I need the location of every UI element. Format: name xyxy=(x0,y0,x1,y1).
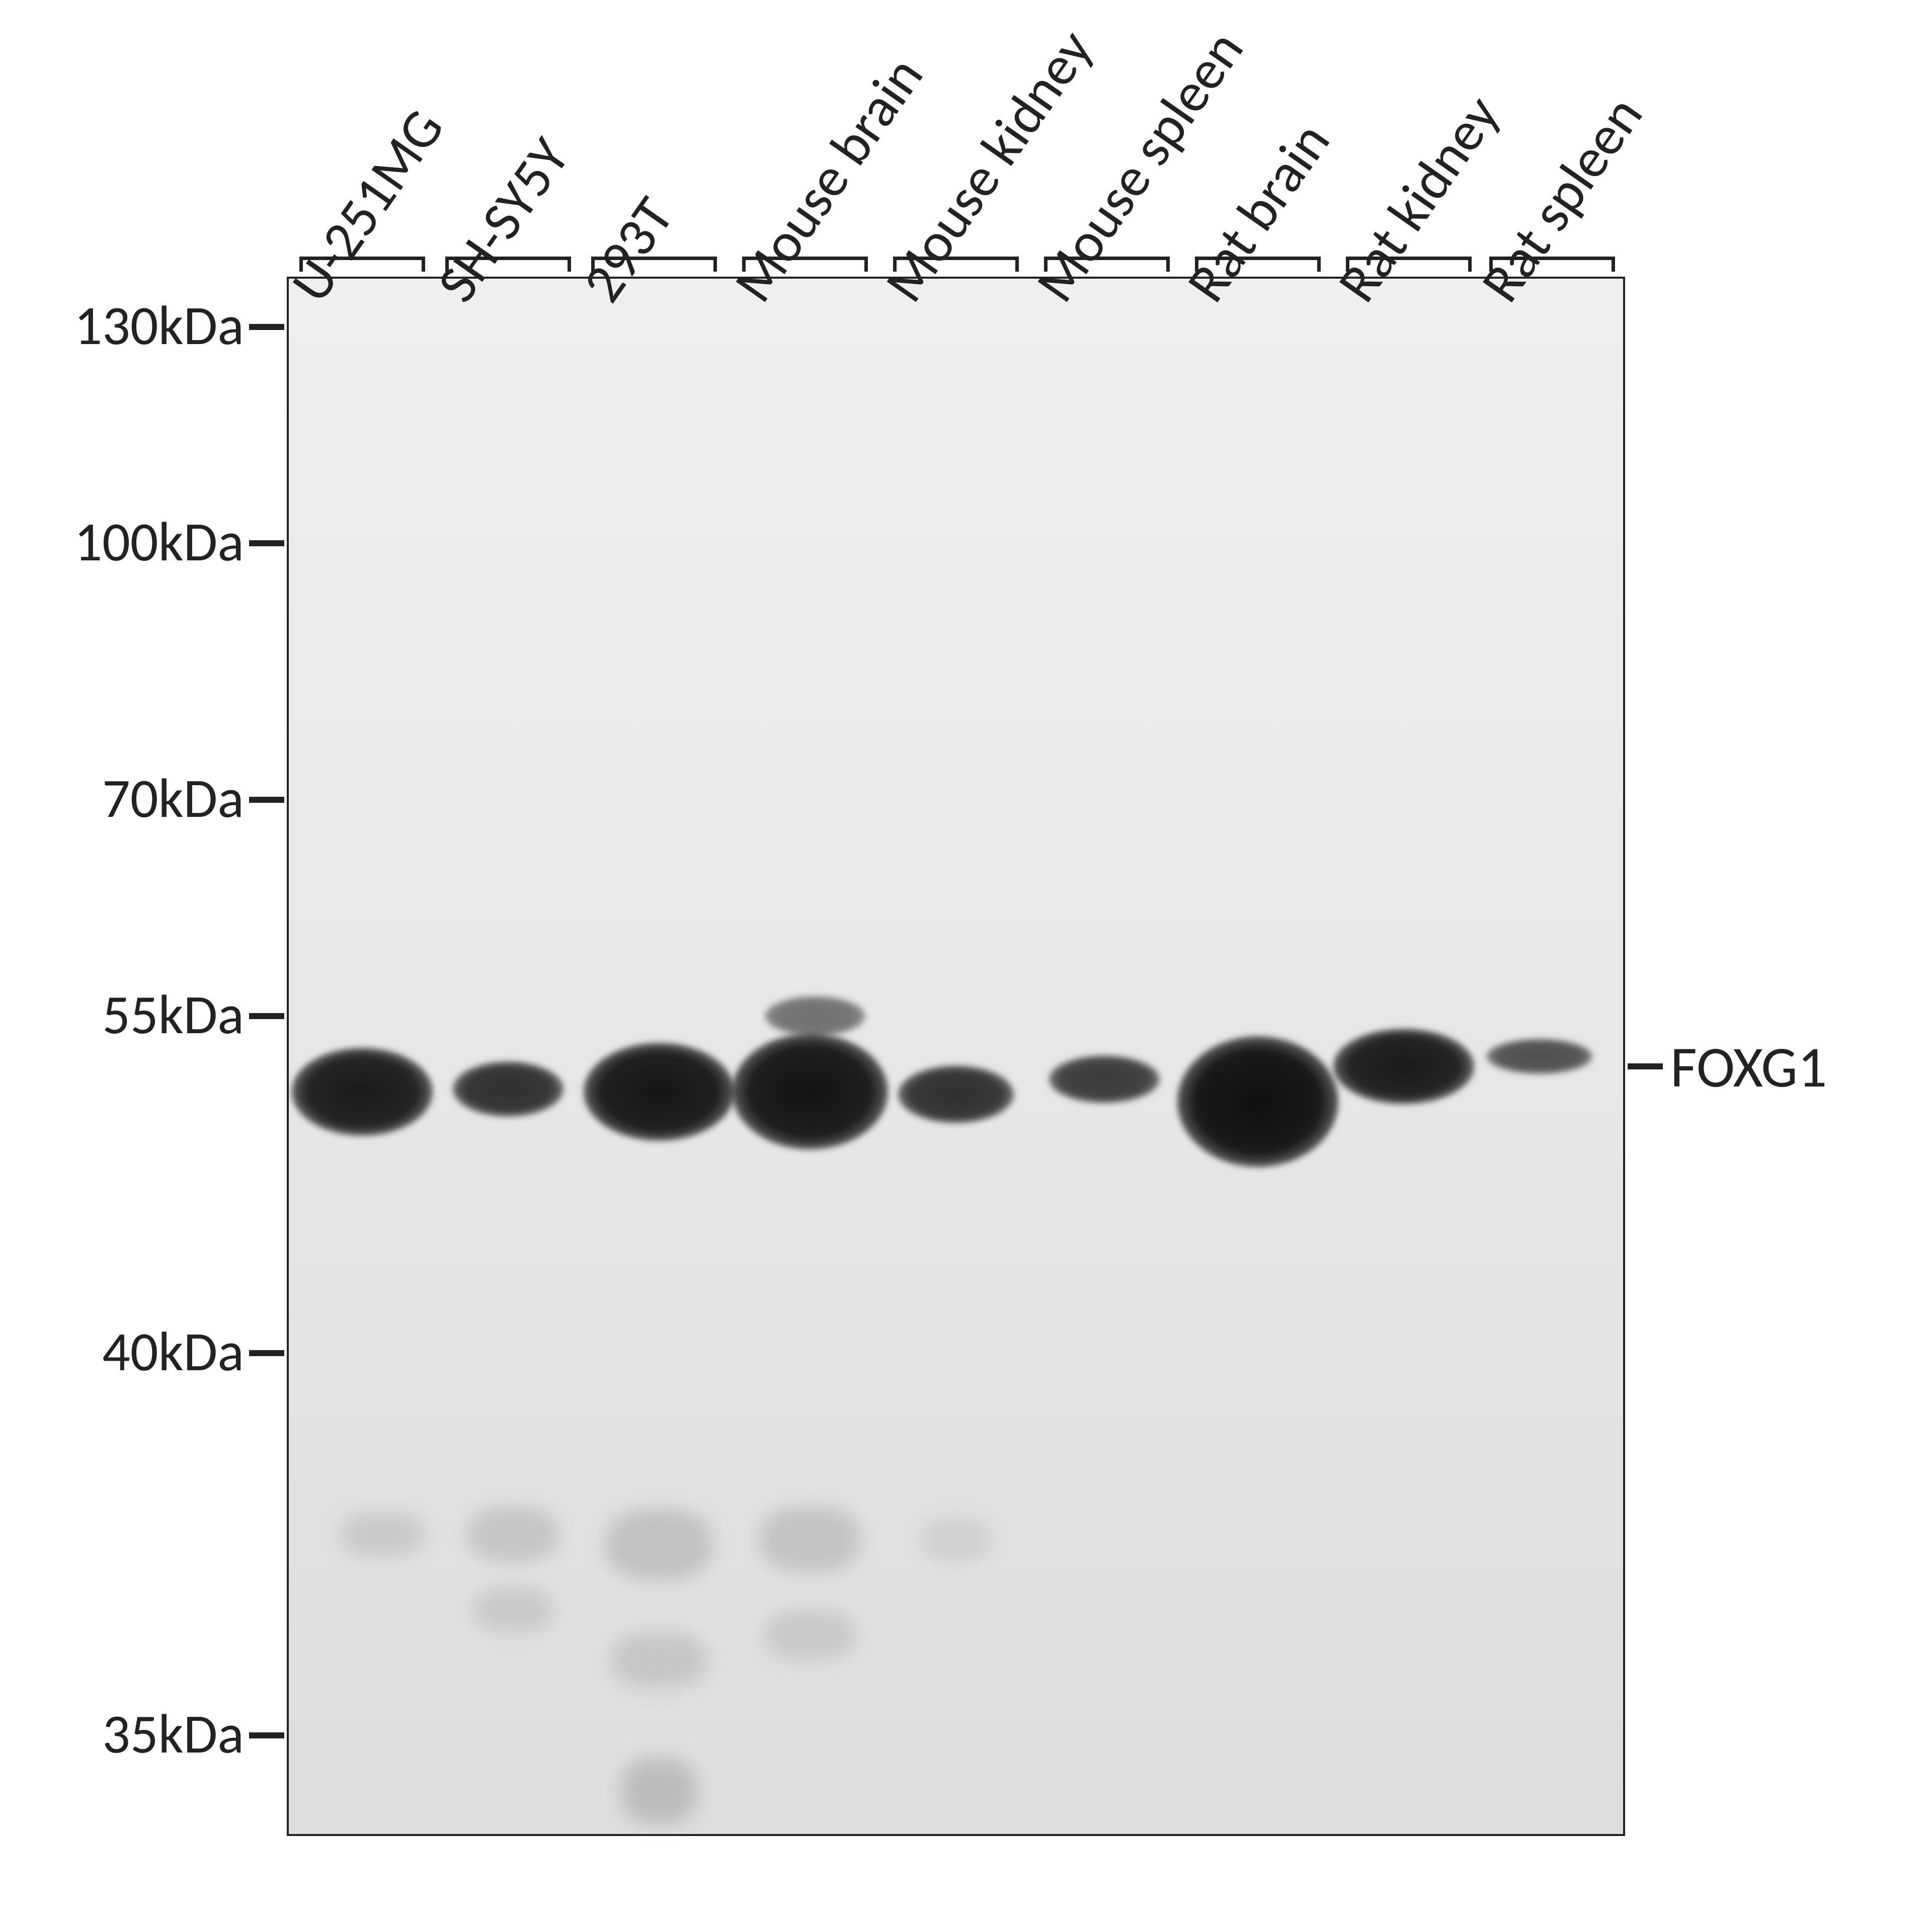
protein-marker-tick xyxy=(1628,1063,1663,1069)
western-blot-figure: U-251MGSH-SY5Y293TMouse brainMouse kidne… xyxy=(0,0,1932,1916)
protein-band xyxy=(732,1034,888,1149)
mw-label: 100kDa xyxy=(0,508,244,575)
mw-label: 55kDa xyxy=(0,980,244,1048)
background-smear xyxy=(340,1512,425,1557)
background-smear xyxy=(611,1632,707,1688)
mw-tick xyxy=(249,324,284,330)
protein-band xyxy=(1333,1029,1474,1104)
mw-tick xyxy=(249,1732,284,1738)
background-smear xyxy=(760,1507,860,1572)
mw-tick xyxy=(249,1013,284,1019)
mw-label: 40kDa xyxy=(0,1317,244,1385)
protein-band xyxy=(292,1048,433,1136)
protein-band xyxy=(453,1061,564,1117)
mw-tick xyxy=(249,797,284,803)
mw-label: 70kDa xyxy=(0,764,244,832)
mw-label: 35kDa xyxy=(0,1700,244,1768)
protein-band xyxy=(898,1065,1014,1123)
mw-label: 130kDa xyxy=(0,291,244,359)
background-smear xyxy=(621,1758,697,1823)
background-smear xyxy=(606,1509,712,1579)
background-smear xyxy=(468,1507,558,1562)
mw-tick xyxy=(249,540,284,546)
protein-label: FOXG1 xyxy=(1670,1032,1827,1102)
protein-band xyxy=(1177,1036,1338,1167)
protein-band xyxy=(1487,1039,1592,1074)
protein-band xyxy=(1049,1055,1160,1103)
background-smear xyxy=(921,1517,991,1562)
protein-band xyxy=(584,1043,735,1141)
background-smear xyxy=(765,1610,855,1660)
protein-band xyxy=(765,996,865,1036)
mw-tick xyxy=(249,1350,284,1356)
background-smear xyxy=(473,1587,553,1632)
